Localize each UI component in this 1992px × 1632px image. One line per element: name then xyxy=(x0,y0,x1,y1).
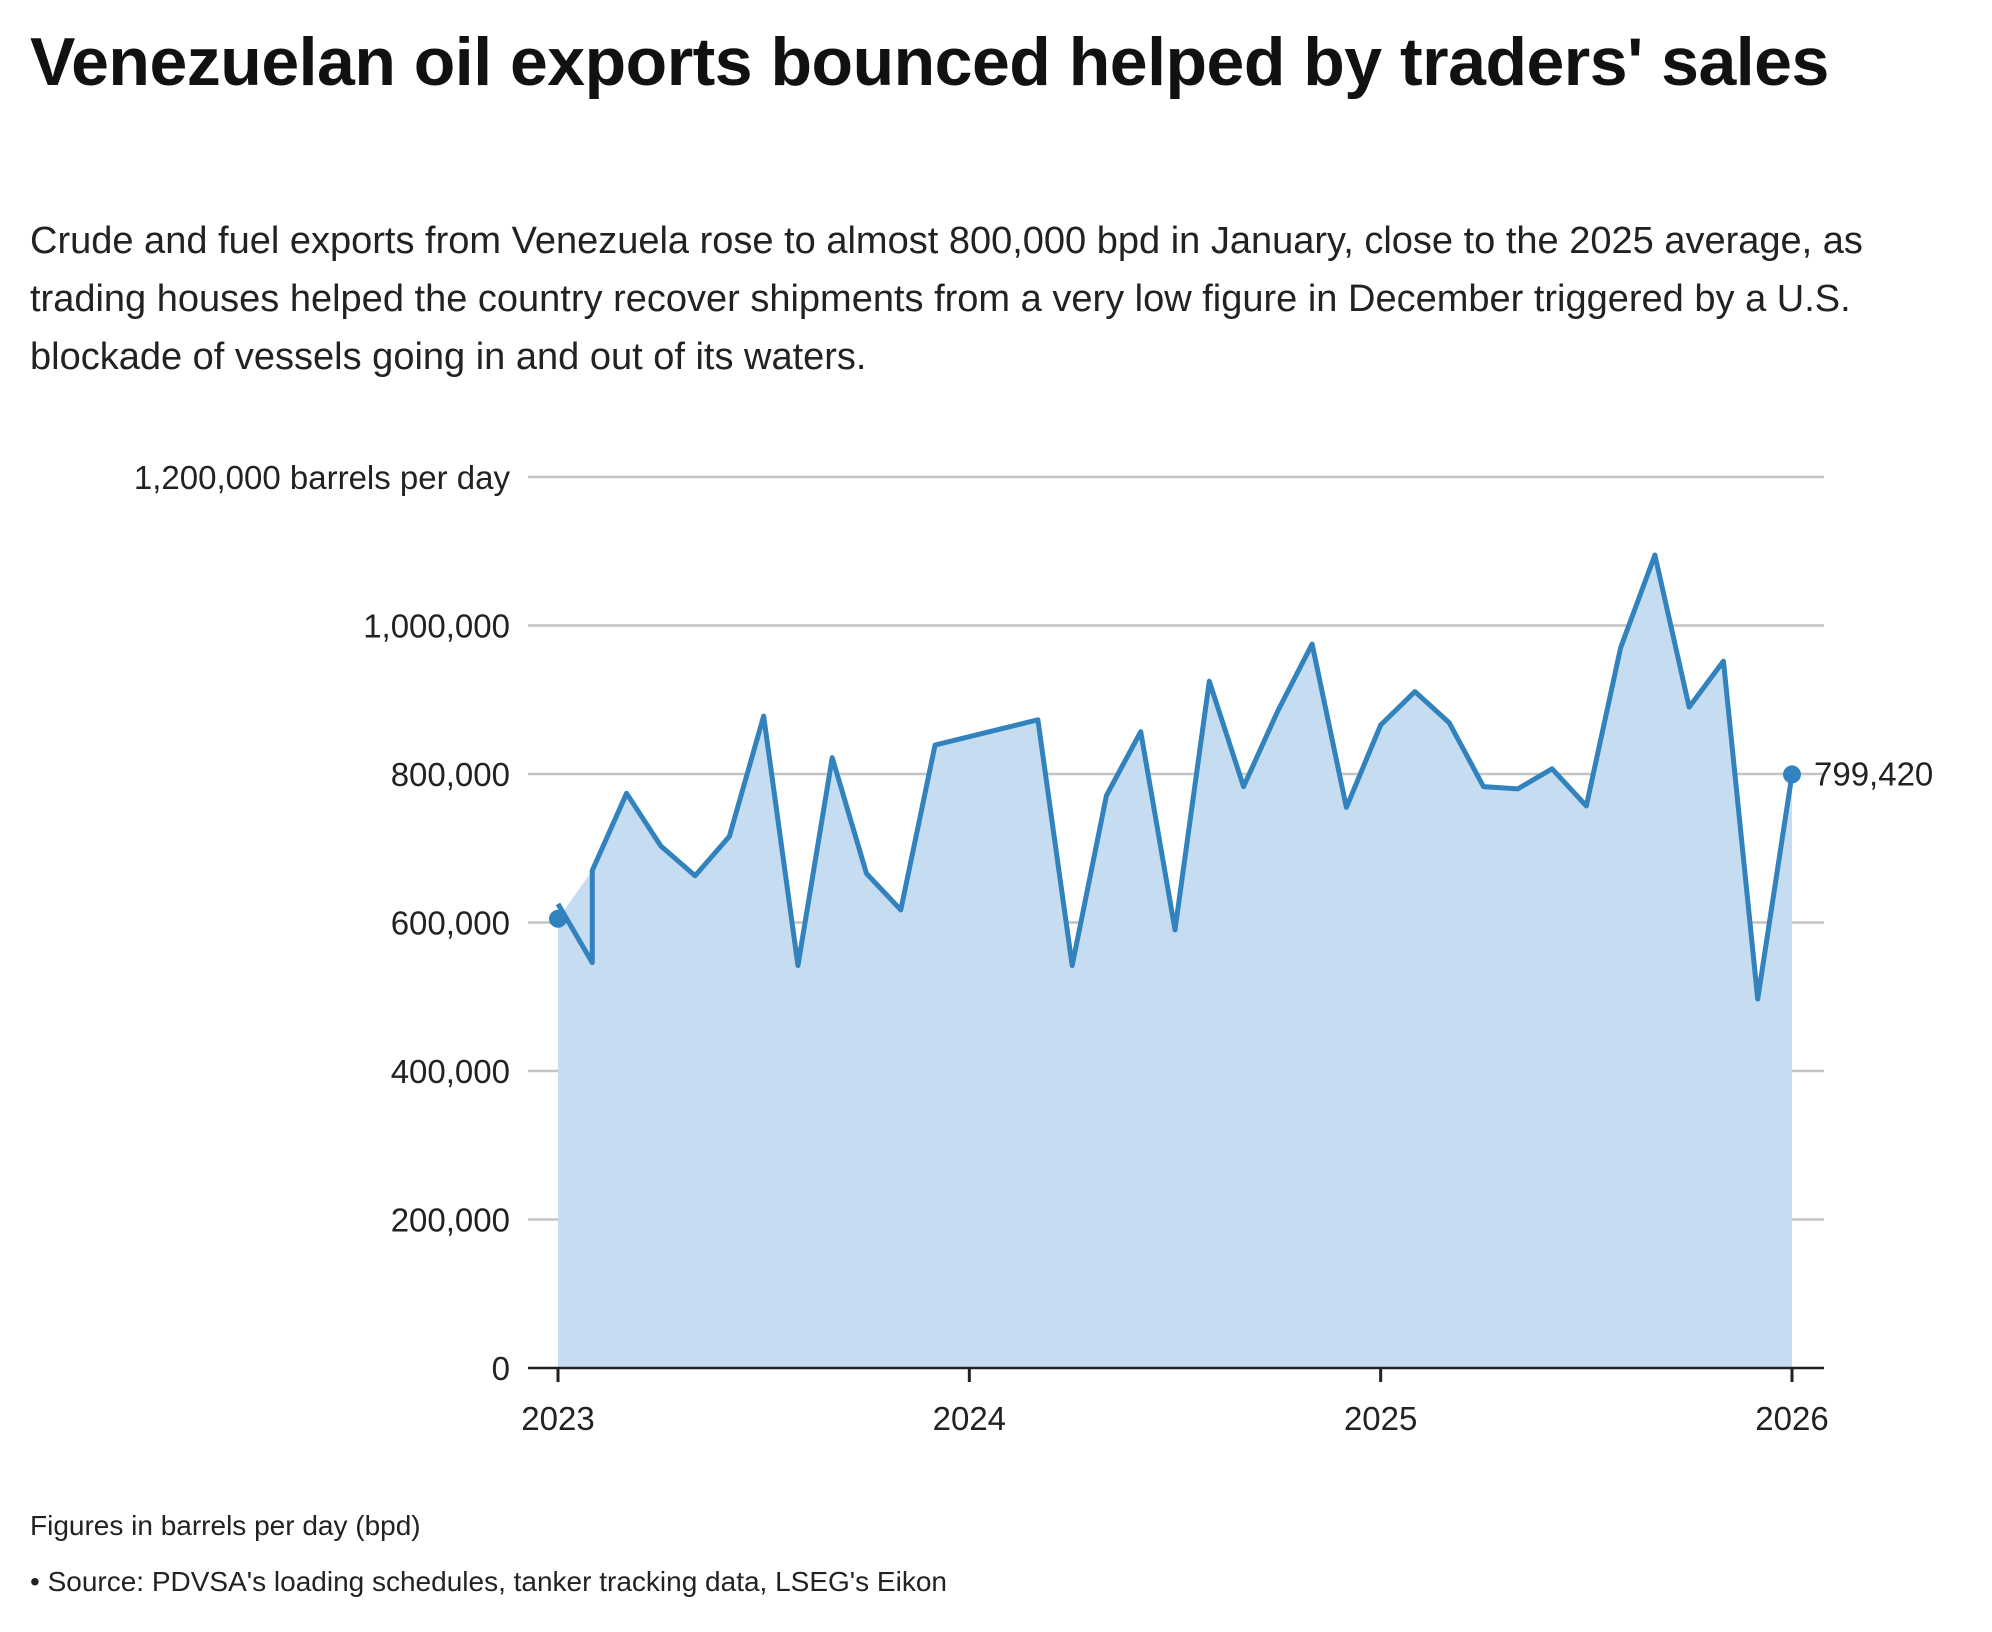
start-point-marker xyxy=(549,909,567,928)
y-tick-label: 1,200,000 barrels per day xyxy=(134,459,511,496)
y-tick-label: 800,000 xyxy=(391,756,510,793)
y-tick-label: 400,000 xyxy=(391,1053,510,1090)
source-note: • Source: PDVSA's loading schedules, tan… xyxy=(30,1566,947,1597)
chart-title: Venezuelan oil exports bounced helped by… xyxy=(30,24,1829,100)
footnote: Figures in barrels per day (bpd) xyxy=(30,1510,421,1541)
chart-subtitle: Crude and fuel exports from Venezuela ro… xyxy=(30,220,1863,378)
y-tick-label: 200,000 xyxy=(391,1202,510,1239)
x-tick-label: 2026 xyxy=(1755,1400,1828,1437)
area-fill xyxy=(558,554,1792,1368)
x-axis: 2023 2024 2025 2026 xyxy=(521,1366,1829,1437)
x-tick-label: 2023 xyxy=(521,1400,594,1437)
x-tick-label: 2025 xyxy=(1344,1400,1417,1437)
y-tick-label: 0 xyxy=(492,1350,510,1387)
y-tick-label: 1,000,000 xyxy=(363,608,510,645)
x-tick-label: 2024 xyxy=(933,1400,1006,1437)
end-value-label: 799,420 xyxy=(1814,755,1933,792)
series-line xyxy=(555,552,1795,1002)
end-point-marker xyxy=(1783,765,1801,784)
markers: 799,420 xyxy=(549,755,1933,928)
y-tick-label: 600,000 xyxy=(391,905,510,942)
